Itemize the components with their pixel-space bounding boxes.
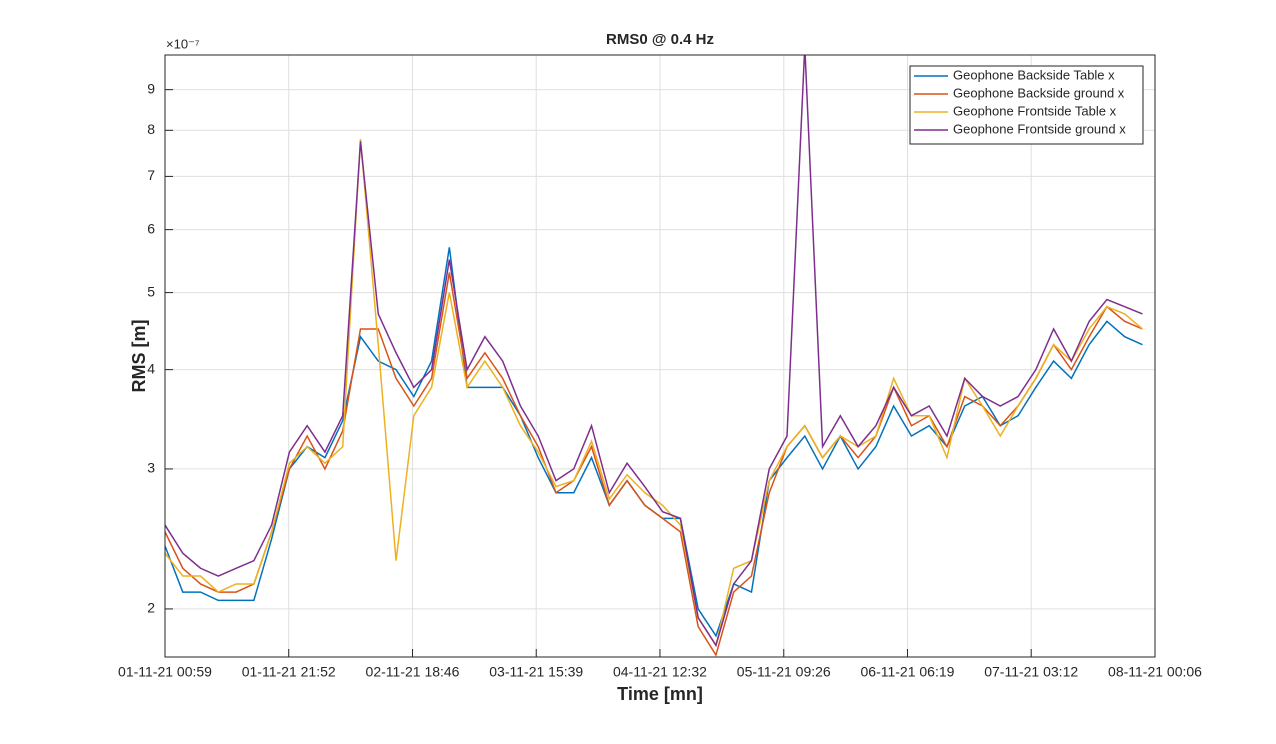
plot-lines <box>165 55 1143 657</box>
x-tick-label: 05-11-21 09:26 <box>737 664 831 680</box>
legend-label: Geophone Backside ground x <box>953 85 1125 100</box>
y-tick-label: 7 <box>147 167 155 183</box>
y-tick-label: 3 <box>147 460 155 476</box>
x-tick-label: 01-11-21 21:52 <box>242 664 336 680</box>
y-tick-label: 6 <box>147 220 155 236</box>
x-tick-label: 04-11-21 12:32 <box>613 664 707 680</box>
y-tick-label: 4 <box>147 360 155 376</box>
x-tick-label: 02-11-21 18:46 <box>366 664 460 680</box>
legend-label: Geophone Frontside ground x <box>953 121 1126 136</box>
y-multiplier: ×10⁻⁷ <box>166 36 200 51</box>
legend-label: Geophone Backside Table x <box>953 67 1115 82</box>
x-tick-label: 06-11-21 06:19 <box>861 664 955 680</box>
y-tick-label: 9 <box>147 80 155 96</box>
legend-label: Geophone Frontside Table x <box>953 103 1117 118</box>
series-line <box>165 272 1143 657</box>
y-axis-label: RMS [m] <box>129 320 149 393</box>
x-tick-label: 03-11-21 15:39 <box>489 664 583 680</box>
y-tick-label: 2 <box>147 600 155 616</box>
x-tick-label: 08-11-21 00:06 <box>1108 664 1202 680</box>
y-tick-label: 8 <box>147 121 155 137</box>
y-tick-label: 5 <box>147 283 155 299</box>
chart-title: RMS0 @ 0.4 Hz <box>606 31 714 48</box>
series-line <box>165 55 1143 648</box>
x-axis-label: Time [mn] <box>617 684 703 704</box>
legend-box <box>909 65 1144 145</box>
x-tick-label: 07-11-21 03:12 <box>984 664 1078 680</box>
x-tick-label: 01-11-21 00:59 <box>118 664 212 680</box>
axes-box <box>164 54 1156 658</box>
